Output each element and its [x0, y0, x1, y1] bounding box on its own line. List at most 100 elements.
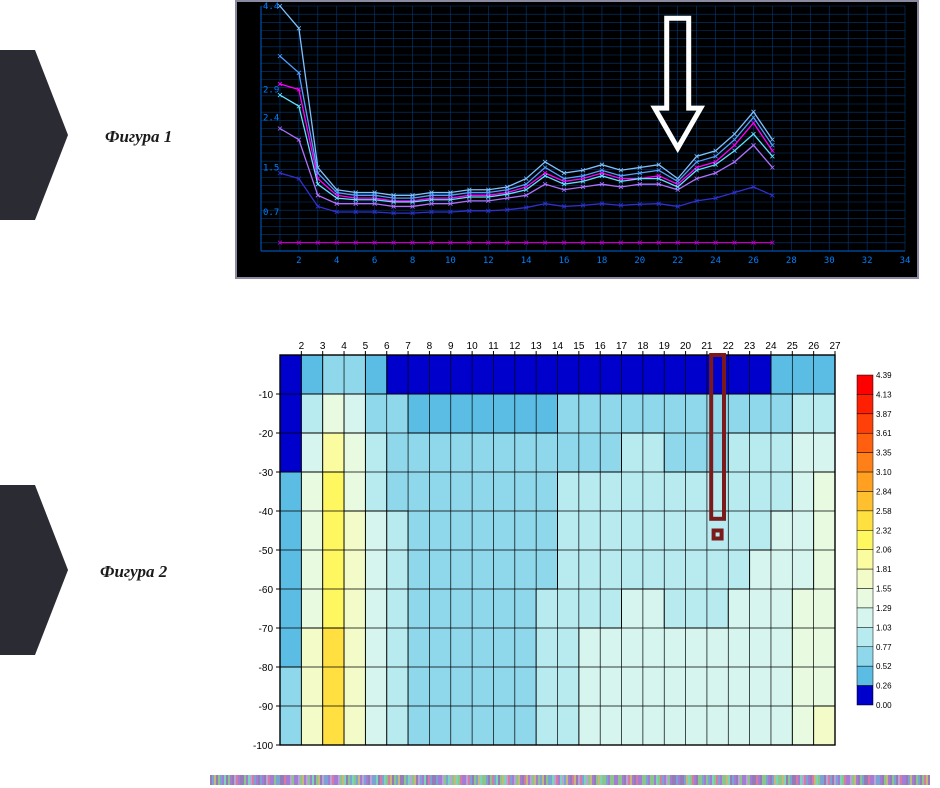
legend-label: 0.77	[876, 643, 892, 652]
heatmap-cell	[728, 706, 750, 746]
heatmap-cell	[408, 511, 430, 551]
heatmap-cell	[792, 433, 814, 473]
heatmap-cell	[472, 667, 494, 707]
heatmap-cell	[643, 667, 665, 707]
heatmap-cell	[750, 472, 772, 512]
heatmap-cell	[600, 511, 622, 551]
heatmap-cell	[579, 433, 601, 473]
heatmap-cell	[750, 628, 772, 668]
heatmap-cell	[750, 511, 772, 551]
x-tick-label: 26	[808, 341, 820, 352]
x-tick-label: 32	[862, 256, 873, 266]
heatmap-cell	[579, 511, 601, 551]
heatmap-cell	[408, 355, 430, 395]
heatmap-cell	[643, 355, 665, 395]
x-tick-label: 10	[467, 341, 479, 352]
heatmap-cell	[280, 355, 302, 395]
x-tick-label: 2	[299, 341, 305, 352]
heatmap-cell	[280, 589, 302, 629]
heatmap-cell	[451, 589, 473, 629]
heatmap-cell	[451, 433, 473, 473]
x-tick-label: 12	[509, 341, 521, 352]
y-tick-label: 4.4	[263, 2, 279, 12]
x-tick-label: 20	[680, 341, 692, 352]
heatmap-cell	[387, 589, 409, 629]
x-tick-label: 12	[483, 256, 494, 266]
heatmap-cell	[323, 628, 345, 668]
heatmap-cell	[579, 355, 601, 395]
legend-label: 2.06	[876, 546, 892, 555]
heatmap-cell	[280, 628, 302, 668]
heatmap-cell	[750, 394, 772, 434]
heatmap-cell	[365, 355, 387, 395]
figure-2-label: Фигура 2	[100, 562, 167, 582]
legend-swatch	[857, 433, 873, 452]
heatmap-cell	[536, 706, 558, 746]
heatmap-cell	[728, 667, 750, 707]
heatmap-cell	[686, 433, 708, 473]
heatmap-cell	[493, 394, 515, 434]
heatmap-cell	[728, 355, 750, 395]
y-tick-label: 1.5	[263, 163, 279, 173]
x-tick-label: 15	[573, 341, 585, 352]
heatmap-cell	[600, 550, 622, 590]
legend-swatch	[857, 394, 873, 413]
x-tick-label: 5	[363, 341, 369, 352]
y-tick-label: 0.7	[263, 208, 279, 218]
heatmap-cell	[600, 706, 622, 746]
x-tick-label: 25	[787, 341, 799, 352]
pointer-tab-1	[0, 50, 70, 220]
legend-label: 0.26	[876, 682, 892, 691]
heatmap-cell	[792, 589, 814, 629]
heatmap-cell	[771, 394, 793, 434]
x-tick-label: 27	[829, 341, 841, 352]
heatmap-cell	[515, 550, 537, 590]
heatmap-cell	[536, 667, 558, 707]
heatmap-cell	[472, 706, 494, 746]
heatmap-cell	[451, 472, 473, 512]
heatmap-cell	[750, 550, 772, 590]
heatmap-cell	[558, 589, 580, 629]
heatmap-cell	[558, 355, 580, 395]
heatmap-cell	[323, 433, 345, 473]
contour-chart: 2345678910111213141516171819202122232425…	[235, 335, 915, 755]
legend-label: 1.03	[876, 623, 892, 632]
heatmap-cell	[408, 589, 430, 629]
heatmap-cell	[387, 628, 409, 668]
heatmap-cell	[451, 628, 473, 668]
heatmap-cell	[558, 394, 580, 434]
heatmap-cell	[792, 394, 814, 434]
heatmap-cell	[728, 433, 750, 473]
heatmap-cell	[643, 433, 665, 473]
heatmap-cell	[387, 706, 409, 746]
heatmap-cell	[622, 511, 644, 551]
heatmap-cell	[771, 667, 793, 707]
legend-label: 2.58	[876, 507, 892, 516]
heatmap-cell	[664, 550, 686, 590]
heatmap-cell	[280, 433, 302, 473]
x-tick-label: 23	[744, 341, 756, 352]
heatmap-cell	[365, 589, 387, 629]
heatmap-cell	[600, 667, 622, 707]
heatmap-cell	[365, 550, 387, 590]
heatmap-cell	[643, 511, 665, 551]
heatmap-cell	[792, 472, 814, 512]
heatmap-cell	[429, 706, 451, 746]
heatmap-cell	[515, 511, 537, 551]
heatmap-cell	[558, 433, 580, 473]
heatmap-cell	[365, 706, 387, 746]
heatmap-cell	[493, 355, 515, 395]
y-tick-label: -50	[259, 546, 274, 557]
heatmap-cell	[280, 472, 302, 512]
heatmap-cell	[323, 550, 345, 590]
heatmap-cell	[728, 394, 750, 434]
x-tick-label: 30	[824, 256, 835, 266]
heatmap-cell	[750, 706, 772, 746]
y-tick-label: -20	[259, 429, 274, 440]
heatmap-cell	[323, 589, 345, 629]
heatmap-cell	[515, 394, 537, 434]
heatmap-cell	[622, 706, 644, 746]
legend-label: 1.81	[876, 565, 892, 574]
heatmap-cell	[622, 667, 644, 707]
contour-chart-panel: 2345678910111213141516171819202122232425…	[235, 335, 915, 755]
